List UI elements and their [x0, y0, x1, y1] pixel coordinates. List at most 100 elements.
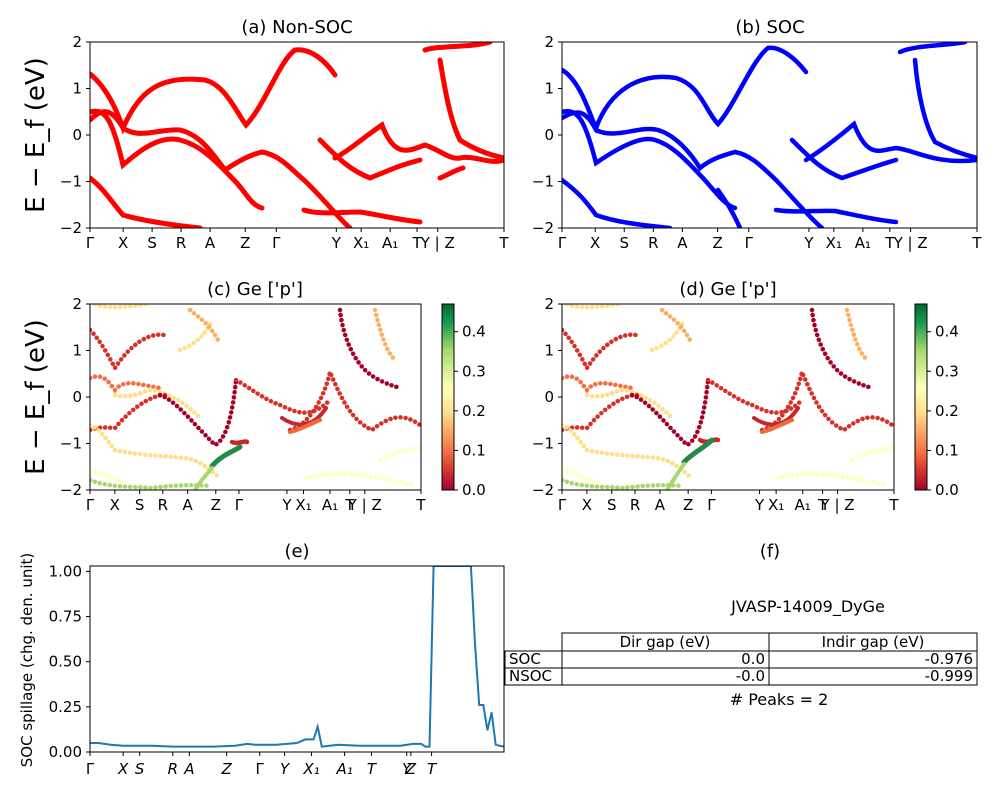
x-tick-label: Z [240, 234, 250, 252]
x-tick-label: Γ [745, 234, 754, 252]
projection-band [681, 437, 715, 465]
projection-dots [649, 317, 687, 353]
panel-a: (a) Non-SOC E − E_f (eV) 2 1 0 −1 −2 Γ X S R A Z Γ… [21, 17, 509, 252]
panel-c: (c) Ge ['p'] E − E_f (eV) [21, 279, 486, 514]
x-tick-label: X₁ [295, 496, 311, 514]
x-tick-label: Γ [86, 496, 95, 514]
projection-dots [562, 374, 635, 394]
y-tick-label: 0.50 [49, 653, 82, 671]
panel-d-heavy-bands [665, 406, 800, 490]
x-tick-label: A [183, 760, 194, 778]
projection-dots [287, 364, 421, 433]
projection-dots [90, 477, 213, 490]
projection-band [665, 462, 686, 490]
x-tick-label: Z [211, 496, 221, 514]
colorbar-d: 0.0 0.1 0.2 0.3 0.4 [914, 303, 959, 499]
y-tick-label: 0.00 [49, 743, 82, 761]
x-tick-label: Y [280, 760, 291, 778]
projection-dots [774, 471, 890, 489]
panel-d: (d) Ge ['p'] 210− [532, 279, 959, 514]
band-y-axis-label-bottom: E − E_f (eV) [21, 319, 51, 475]
projection-band [209, 444, 243, 469]
panel-c-dots [90, 304, 421, 490]
x-tick-label: Y | Z [420, 234, 455, 252]
y-tick-label: 1 [544, 342, 554, 360]
colorbar-c-ticks: 0.0 0.1 0.2 0.3 0.4 [454, 323, 486, 499]
colorbar-tick-label: 0.4 [935, 323, 959, 341]
colorbar-tick-label: 0.0 [935, 481, 959, 499]
band-line [803, 120, 977, 164]
band-line [332, 121, 504, 164]
x-tick-label: R [630, 496, 640, 514]
table-row-label: SOC [509, 650, 541, 668]
band-line [912, 57, 977, 161]
table-cell-value: -0.976 [925, 650, 973, 668]
panel-c-title: (c) Ge ['p'] [207, 279, 303, 300]
x-tick-label: T [367, 760, 378, 778]
projection-dots [377, 445, 421, 463]
panel-e-frame [89, 565, 505, 753]
projection-dots [759, 364, 894, 433]
band-line [422, 42, 493, 53]
x-tick-label: Y | Z [893, 234, 928, 252]
band-line [715, 187, 743, 228]
x-tick-label: Y [281, 496, 292, 514]
projection-dots [177, 317, 215, 353]
x-tick-label: T [411, 234, 422, 252]
x-tick-label: Y [754, 496, 765, 514]
projection-dots [659, 307, 693, 343]
x-tick-label: X₁ [302, 760, 319, 778]
x-tick-label: A [205, 234, 216, 252]
x-tick-label: Γ [558, 496, 567, 514]
x-tick-label: A₁ [855, 234, 871, 252]
nonsoc-band-lines [90, 42, 504, 228]
x-tick-label: T [817, 496, 828, 514]
projection-dots [844, 307, 870, 363]
table-header-dir: Dir gap (eV) [620, 633, 711, 651]
y-tick-label: 0 [544, 126, 554, 144]
y-tick-label: 2 [544, 295, 554, 313]
x-tick-label: X₁ [768, 496, 784, 514]
table-cell-value: -0.0 [736, 667, 765, 685]
x-tick-label: X₁ [353, 234, 369, 252]
colorbar-tick-label: 0.4 [462, 323, 486, 341]
band-line [789, 137, 899, 181]
panel-d-frame [561, 303, 895, 491]
band-line [562, 45, 771, 134]
x-tick-label: S [607, 496, 617, 514]
panel-c-yticks: 2 1 0 −1 −2 [60, 295, 90, 499]
projection-dots [112, 387, 203, 421]
panel-e-plot [90, 566, 504, 748]
projection-dots [337, 307, 403, 391]
band-line [897, 42, 968, 55]
band-line [90, 47, 298, 135]
x-tick-label: T [427, 760, 438, 778]
panel-e-yticks: 1.00 0.75 0.50 0.25 0.00 [49, 562, 90, 761]
x-tick-label: A [655, 496, 666, 514]
panel-d-dots [562, 304, 894, 490]
y-tick-label: −1 [532, 435, 554, 453]
projection-dots [372, 307, 398, 363]
panel-a-title: (a) Non-SOC [241, 17, 352, 38]
x-tick-label: Y | Z [347, 496, 382, 514]
x-tick-label: Γ [86, 234, 95, 252]
band-y-axis-label-top: E − E_f (eV) [21, 57, 51, 213]
band-line [765, 45, 809, 75]
projection-dots [90, 374, 163, 394]
x-tick-label: X₁ [826, 234, 842, 252]
x-tick-label: R [648, 234, 658, 252]
x-tick-label: X [117, 760, 129, 778]
x-tick-label: Γ [235, 496, 244, 514]
x-tick-label: S [147, 234, 157, 252]
projection-dots [562, 327, 643, 373]
y-tick-label: 2 [544, 33, 554, 51]
x-tick-label: R [158, 496, 168, 514]
y-tick-label: −2 [532, 219, 554, 237]
y-tick-label: 0 [72, 126, 82, 144]
x-tick-label: T [884, 234, 895, 252]
panel-e-xticks: Γ X S R A Z Γ Y X₁ A₁ T YZ T [86, 752, 438, 778]
